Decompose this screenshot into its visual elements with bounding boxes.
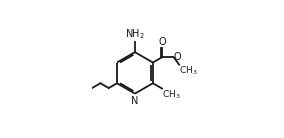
Text: CH$_3$: CH$_3$ xyxy=(162,89,181,101)
Text: O: O xyxy=(173,52,181,62)
Text: CH$_3$: CH$_3$ xyxy=(179,65,198,77)
Text: O: O xyxy=(158,37,166,47)
Text: N: N xyxy=(131,95,139,106)
Text: NH$_2$: NH$_2$ xyxy=(125,27,145,41)
